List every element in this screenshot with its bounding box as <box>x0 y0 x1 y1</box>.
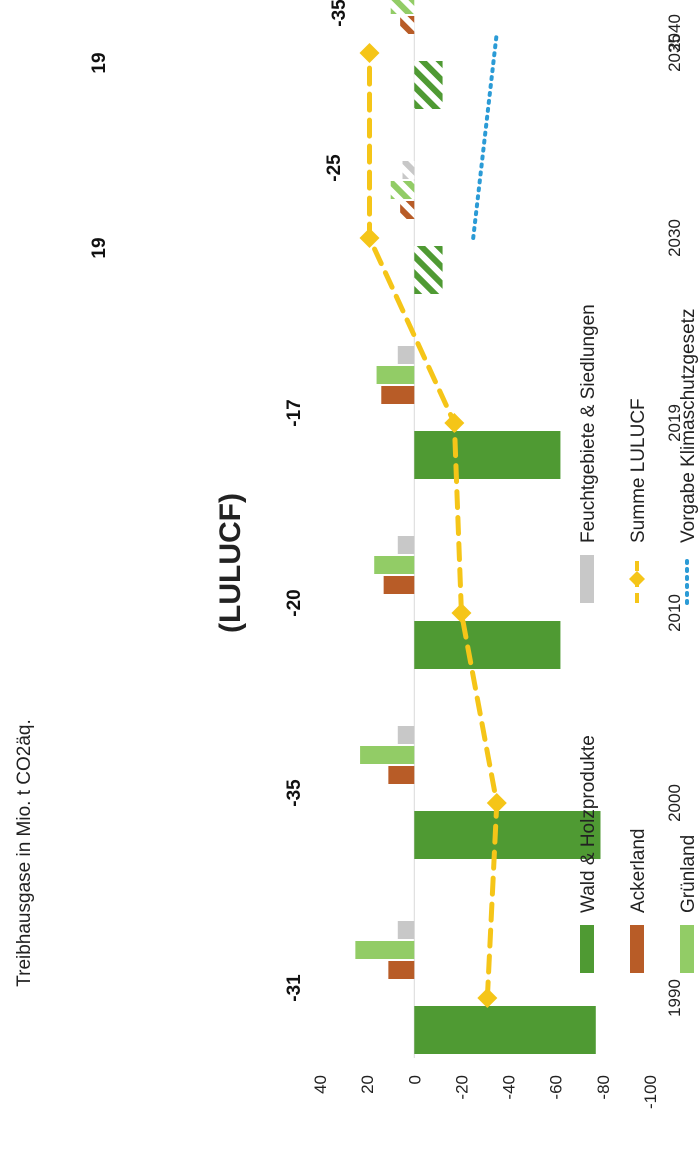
bar-ackerland-1990 <box>388 961 415 979</box>
y-tick-label: -40 <box>500 1075 519 1100</box>
legend-item-vorgabe-klimaschutzgesetz: Vorgabe Klimaschutzgesetz <box>678 309 699 605</box>
legend-swatch-icon <box>630 925 644 973</box>
bar-wald-and-holzprodukte-1990 <box>414 1006 596 1054</box>
x-tick-label: 2030 <box>665 219 684 257</box>
legend-label: Vorgabe Klimaschutzgesetz <box>678 309 699 543</box>
point-summe-lulucf <box>444 413 465 433</box>
bar-grünland-1990 <box>355 941 415 959</box>
bar-ackerland-2010 <box>383 576 415 594</box>
legend-item-grünland: Grünland <box>678 835 699 973</box>
bar-grünland-2030 <box>390 181 415 199</box>
chart-title: (LULUCF) <box>214 493 247 633</box>
data-label: -20 <box>284 589 305 616</box>
legend-label: Summe LULUCF <box>628 398 649 543</box>
bar-feuchtgebiete-and-siedlungen-2019 <box>397 346 415 364</box>
x-tick-label: 2019 <box>665 404 684 442</box>
data-label: -35 <box>284 779 305 807</box>
data-label: -35 <box>329 0 350 27</box>
data-label: 19 <box>89 237 110 258</box>
bar-wald-and-holzprodukte-2035 <box>414 61 443 109</box>
bar-wald-and-holzprodukte-2010 <box>414 621 561 669</box>
point-summe-lulucf <box>451 603 472 623</box>
bar-grünland-2000 <box>360 746 415 764</box>
bar-grünland-2010 <box>374 556 415 574</box>
legend-swatch-icon <box>580 925 594 973</box>
y-tick-label: -20 <box>452 1075 471 1100</box>
data-label: -25 <box>324 154 345 182</box>
legend-item-summe-lulucf: Summe LULUCF <box>628 398 649 603</box>
legend-diamond-icon <box>629 571 645 587</box>
x-tick-label: 2040 <box>665 14 684 52</box>
point-summe-lulucf <box>359 43 380 63</box>
bar-wald-and-holzprodukte-2019 <box>414 431 561 479</box>
line-summe-lulucf <box>367 50 500 1001</box>
x-tick-label: 2000 <box>665 784 684 822</box>
bar-feuchtgebiete-and-siedlungen-2010 <box>397 536 415 554</box>
line-vorgabe-klimaschutzgesetz <box>471 31 499 240</box>
legend-label: Wald & Holzprodukte <box>578 735 599 913</box>
data-label: -17 <box>284 399 305 426</box>
bar-feuchtgebiete-and-siedlungen-2000 <box>397 726 415 744</box>
data-label: -31 <box>284 974 305 1002</box>
data-label: 19 <box>89 52 110 73</box>
bar-grünland-2019 <box>376 366 415 384</box>
point-summe-lulucf <box>486 793 507 813</box>
legend: Wald & Holzprodukte Ackerland Grünland Feuc… <box>578 304 699 973</box>
data-labels: -31 -35 -20 -17 19 -25 19 -35 <box>89 0 350 1002</box>
bar-feuchtgebiete-and-siedlungen-1990 <box>397 921 415 939</box>
y-tick-label: 0 <box>405 1075 424 1084</box>
x-tick-label: 2035 <box>665 34 684 72</box>
y-tick-label: -100 <box>641 1075 660 1109</box>
bar-wald-and-holzprodukte-2000 <box>414 811 601 859</box>
y-tick-label: 40 <box>311 1075 330 1094</box>
bars <box>355 0 601 1054</box>
bar-ackerland-2000 <box>388 766 415 784</box>
bar-wald-and-holzprodukte-2030 <box>414 246 443 294</box>
x-tick-label: 2010 <box>665 594 684 632</box>
legend-label: Ackerland <box>628 829 649 914</box>
legend-swatch-icon <box>580 555 594 603</box>
legend-item-feuchtgebiete-and-siedlungen: Feuchtgebiete & Siedlungen <box>578 304 599 603</box>
y-tick-label: -60 <box>547 1075 566 1100</box>
legend-swatch-icon <box>680 925 694 973</box>
legend-label: Grünland <box>678 835 699 913</box>
y-tick-label: 20 <box>358 1075 377 1094</box>
y-tick-label: -80 <box>594 1075 613 1100</box>
y-axis-label: Treibhausgase in Mio. t CO2äq. <box>14 719 35 987</box>
legend-label: Feuchtgebiete & Siedlungen <box>578 304 599 543</box>
bar-ackerland-2019 <box>381 386 415 404</box>
point-summe-lulucf <box>477 988 498 1008</box>
x-tick-label: 1990 <box>665 979 684 1017</box>
bar-feuchtgebiete-and-siedlungen-2030 <box>402 161 415 179</box>
legend-item-ackerland: Ackerland <box>628 829 649 973</box>
bar-ackerland-2035 <box>400 16 415 34</box>
bar-grünland-2035 <box>390 0 415 14</box>
point-summe-lulucf <box>359 228 380 248</box>
bar-ackerland-2030 <box>400 201 415 219</box>
legend-item-wald-and-holzprodukte: Wald & Holzprodukte <box>578 735 599 973</box>
series-lines <box>359 31 507 1008</box>
